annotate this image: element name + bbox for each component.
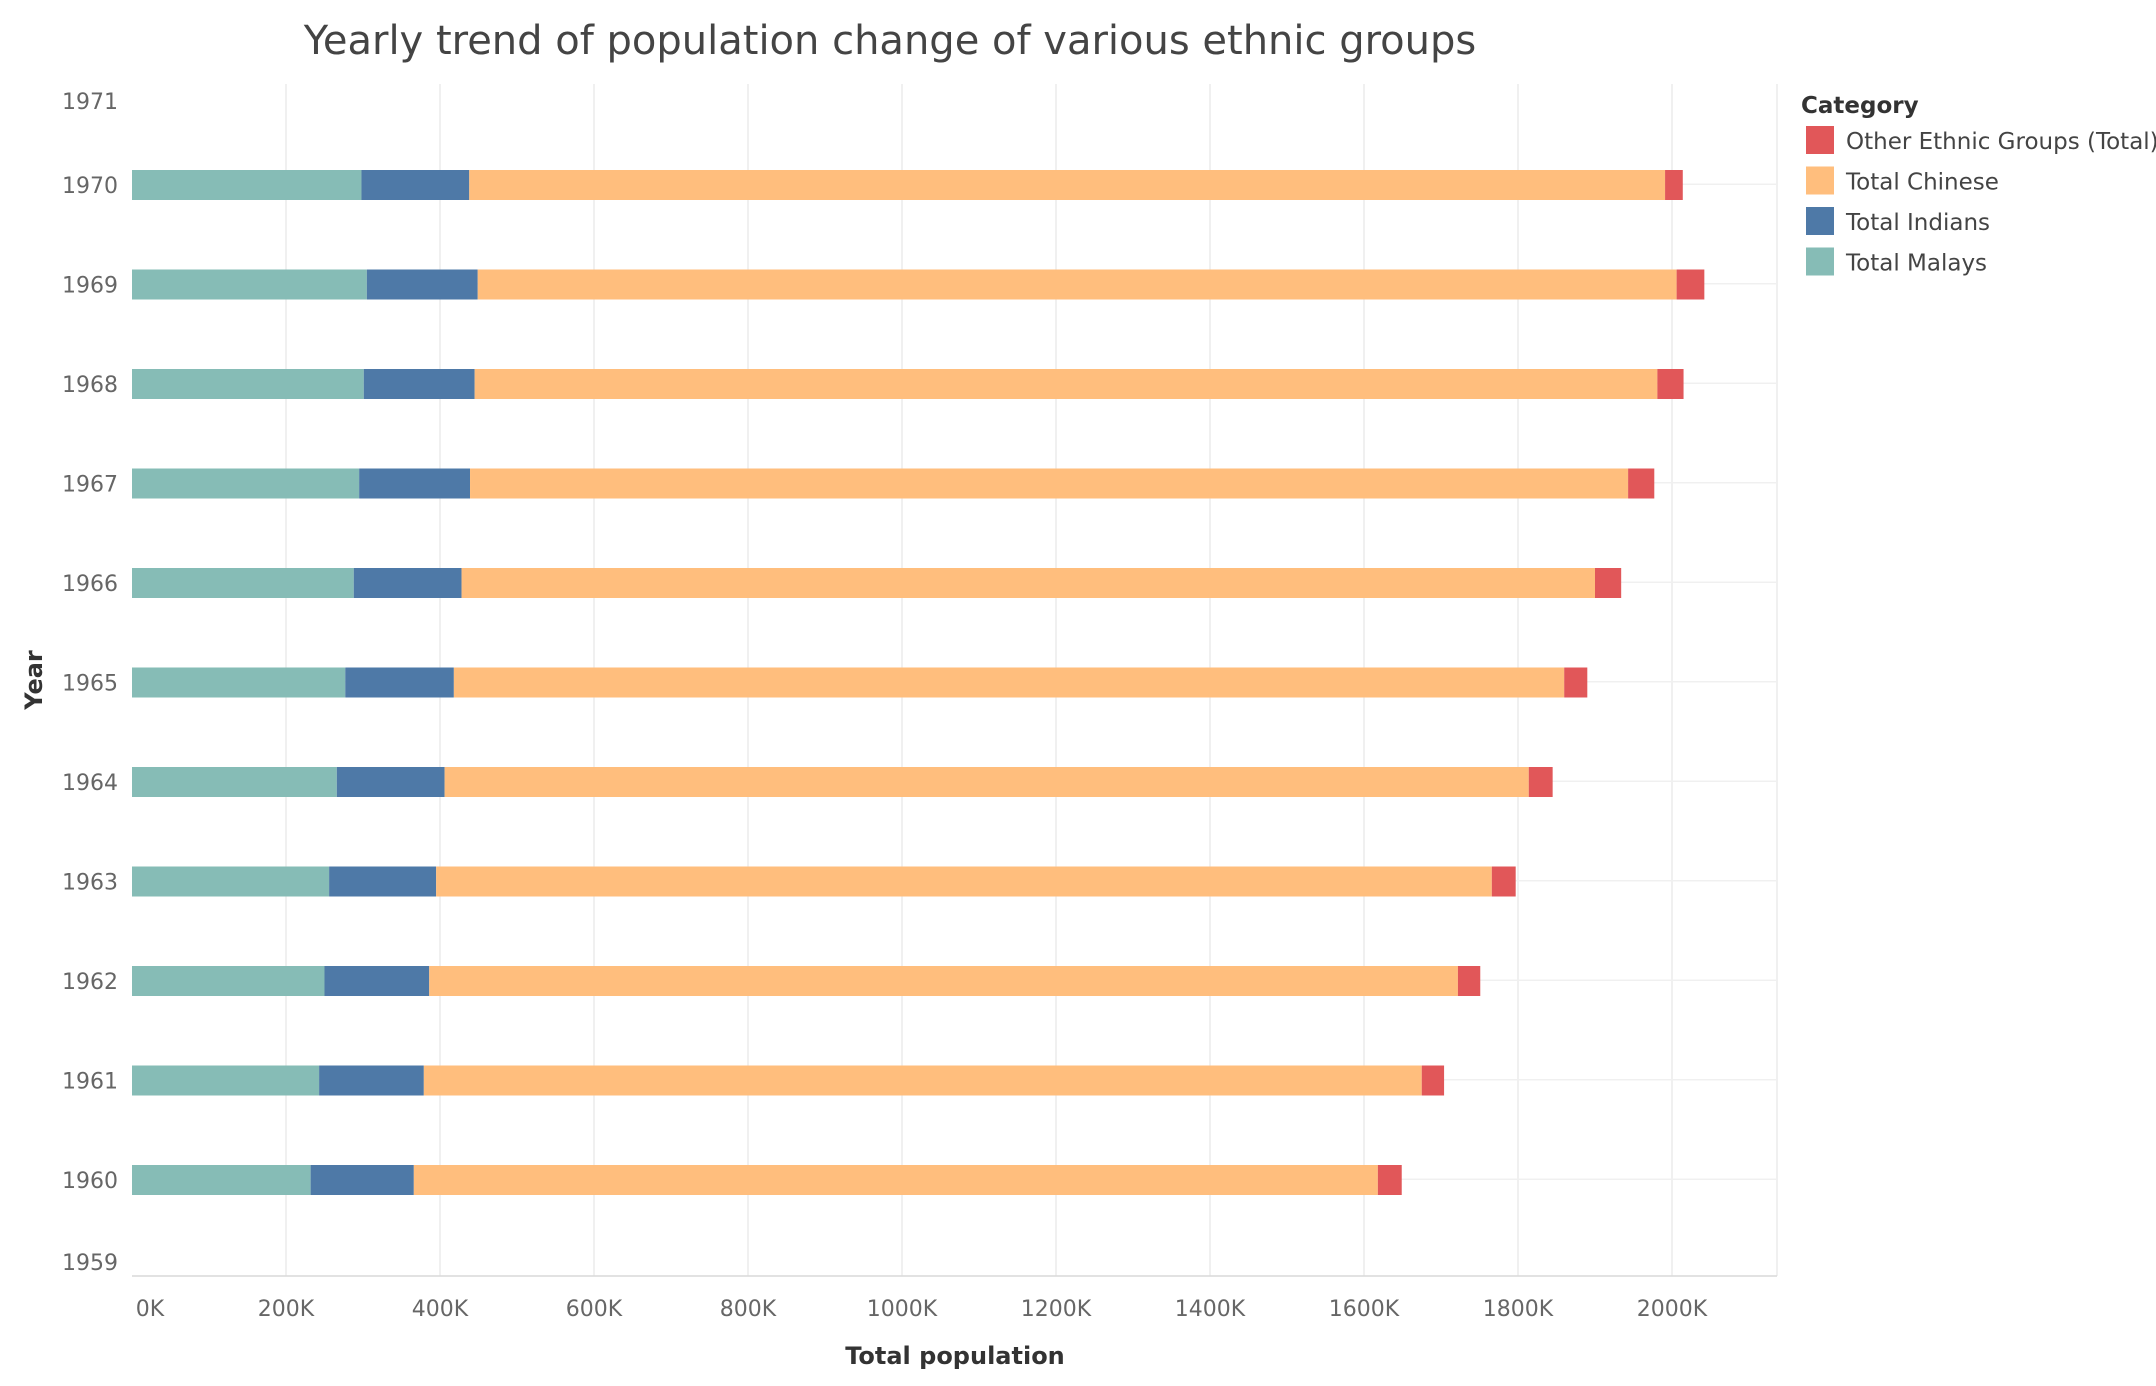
x-tick-label: 200K: [258, 1297, 315, 1322]
legend-swatch-total-indians: [1806, 207, 1834, 235]
legend-title: Category: [1801, 93, 1919, 119]
x-axis-ticks: 0K 200K 400K 600K 800K 1000K 1200K 1400K 1600K 18…: [136, 1297, 1708, 1322]
bar-1964-other-ethnic-groups-total: [1528, 767, 1553, 797]
legend-swatch-total-malays: [1806, 247, 1834, 276]
bar-1960-total-indians: [310, 1165, 414, 1195]
y-tick-label: 1961: [62, 1070, 118, 1095]
bar-1961-other-ethnic-groups-total: [1421, 1065, 1445, 1096]
bar-1960-other-ethnic-groups-total: [1377, 1165, 1402, 1195]
legend-label-total-chinese: Total Chinese: [1845, 170, 1999, 196]
bar-1966-total-indians: [353, 568, 462, 598]
bar-1964-total-chinese: [444, 767, 1529, 797]
legend-swatch-other-ethnic-groups-total: [1806, 126, 1834, 154]
bar-1965-total-chinese: [453, 667, 1565, 698]
x-tick-label: 400K: [412, 1297, 469, 1322]
x-axis-label: Total population: [845, 1342, 1065, 1370]
legend-label-total-indians: Total Indians: [1845, 210, 1990, 236]
y-tick-label: 1959: [62, 1251, 118, 1276]
x-tick-label: 1400K: [1175, 1297, 1246, 1322]
bar-1964-total-malays: [132, 767, 337, 797]
y-tick-label: 1960: [62, 1169, 118, 1194]
bar-1964-total-indians: [336, 767, 445, 797]
bar-1968-other-ethnic-groups-total: [1657, 369, 1684, 399]
y-axis-ticks: 1971 1970 1969 1968 1967 1966 1965 1964 1963 1962…: [62, 90, 118, 1276]
bar-1970-total-malays: [132, 170, 362, 200]
bar-1963-total-malays: [132, 866, 330, 897]
bar-1969-total-malays: [132, 269, 367, 300]
bar-1970-total-indians: [361, 170, 470, 200]
bar-1963-total-indians: [329, 866, 437, 897]
bar-1969-total-indians: [366, 269, 478, 300]
x-tick-label: 0K: [136, 1297, 165, 1322]
y-tick-label: 1969: [62, 274, 118, 299]
x-tick-label: 1600K: [1329, 1297, 1400, 1322]
chart-title: Yearly trend of population change of var…: [303, 18, 1476, 64]
legend-items: Other Ethnic Groups (Total) Total Chinese…: [1806, 126, 2156, 277]
x-tick-label: 1200K: [1021, 1297, 1092, 1322]
bar-1961-total-indians: [319, 1065, 424, 1096]
bar-1968-total-chinese: [474, 369, 1658, 399]
y-tick-label: 1968: [62, 373, 118, 398]
y-tick-label: 1964: [62, 771, 118, 796]
bar-1963-other-ethnic-groups-total: [1491, 866, 1516, 897]
bar-1967-total-indians: [359, 468, 471, 499]
bar-1970-other-ethnic-groups-total: [1665, 170, 1683, 200]
x-tick-label: 600K: [566, 1297, 623, 1322]
bar-1965-total-indians: [345, 667, 454, 698]
legend-swatch-total-chinese: [1806, 166, 1834, 195]
bar-1969-other-ethnic-groups-total: [1676, 269, 1705, 300]
y-tick-label: 1970: [62, 174, 118, 199]
y-tick-label: 1965: [62, 672, 118, 697]
bar-1965-total-malays: [132, 667, 346, 698]
bar-1960-total-chinese: [413, 1165, 1378, 1195]
legend-label-total-malays: Total Malays: [1845, 251, 1987, 277]
y-tick-label: 1966: [62, 572, 118, 597]
x-tick-label: 1000K: [867, 1297, 938, 1322]
bar-1967-other-ethnic-groups-total: [1628, 468, 1655, 499]
x-tick-label: 1800K: [1483, 1297, 1554, 1322]
bar-1965-other-ethnic-groups-total: [1564, 667, 1588, 698]
legend-label-other-ethnic-groups-total: Other Ethnic Groups (Total): [1846, 129, 2156, 155]
x-tick-label: 800K: [720, 1297, 777, 1322]
bar-1968-total-malays: [132, 369, 364, 399]
bar-1967-total-malays: [132, 468, 360, 499]
bar-1966-total-malays: [132, 568, 354, 598]
bar-1969-total-chinese: [477, 269, 1677, 300]
bar-1962-other-ethnic-groups-total: [1457, 966, 1481, 996]
bar-1963-total-chinese: [436, 866, 1492, 897]
bar-1966-other-ethnic-groups-total: [1595, 568, 1622, 598]
y-tick-label: 1971: [62, 90, 118, 115]
x-tick-label: 2000K: [1637, 1297, 1708, 1322]
bar-1962-total-chinese: [429, 966, 1458, 996]
bar-1968-total-indians: [363, 369, 475, 399]
bar-1966-total-chinese: [461, 568, 1595, 598]
y-tick-label: 1963: [62, 871, 118, 896]
y-tick-label: 1967: [62, 473, 118, 498]
bar-1970-total-chinese: [469, 170, 1666, 200]
y-axis-label: Year: [20, 650, 48, 711]
bar-1962-total-malays: [132, 966, 325, 996]
bar-1960-total-malays: [132, 1165, 311, 1195]
bars: [132, 170, 1705, 1195]
bar-1961-total-chinese: [423, 1065, 1422, 1096]
bar-1961-total-malays: [132, 1065, 320, 1096]
bar-1962-total-indians: [324, 966, 430, 996]
y-tick-label: 1962: [62, 970, 118, 995]
legend: Category Other Ethnic Groups (Total) Tota…: [1801, 93, 2156, 277]
bar-1967-total-chinese: [470, 468, 1629, 499]
